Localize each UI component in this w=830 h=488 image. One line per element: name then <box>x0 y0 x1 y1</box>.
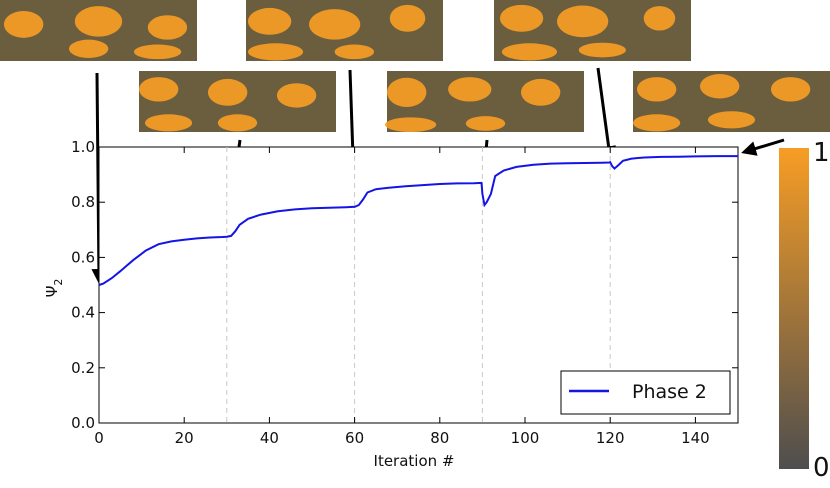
snapshot-phase-region <box>309 9 361 40</box>
snapshot-phase-region <box>207 78 248 106</box>
y-axis-title: Ψ2 <box>43 279 65 298</box>
snapshot-image <box>494 0 691 61</box>
x-axis-title: Iteration # <box>374 452 455 470</box>
x-tick-label: 20 <box>175 429 194 447</box>
snapshot-phase-region <box>247 43 304 61</box>
snapshot-image <box>246 0 443 61</box>
legend-label-phase-2: Phase 2 <box>632 381 707 403</box>
snapshot-image <box>139 71 336 132</box>
y-tick-label: 0.0 <box>71 414 95 432</box>
x-tick-label: 0 <box>94 429 104 447</box>
x-tick-label: 60 <box>345 429 364 447</box>
y-tick-label: 0.4 <box>71 304 95 322</box>
snapshot-phase-region <box>636 77 677 102</box>
x-axis-ticks: 0 20 40 60 80 100 120 140 <box>94 147 710 447</box>
x-tick-label: 40 <box>260 429 279 447</box>
microstructure-snapshots <box>0 0 830 132</box>
snapshot-image <box>385 71 584 132</box>
y-axis-title-subscript: 2 <box>52 279 65 286</box>
snapshot-phase-region <box>557 5 609 38</box>
snapshot-phase-region <box>276 83 317 108</box>
snapshot-phase-region <box>74 6 123 37</box>
series-line-phase-2 <box>98 155 738 286</box>
y-axis-title-symbol: Ψ <box>43 286 61 298</box>
snapshot-phase-region <box>465 116 506 131</box>
snapshot-phase-region <box>385 117 437 132</box>
snapshot-phase-region <box>133 44 182 60</box>
snapshot-phase-region <box>633 114 681 132</box>
snapshot-phase-region <box>501 43 558 61</box>
y-tick-label: 1.0 <box>71 138 95 156</box>
snapshot-arrow <box>596 67 617 162</box>
snapshot-phase-region <box>144 114 193 132</box>
snapshot-image <box>0 0 197 61</box>
svg-text:Ψ2: Ψ2 <box>43 279 65 298</box>
legend: Phase 2 <box>560 370 731 415</box>
colorbar-max-label: 1 <box>813 138 830 168</box>
y-tick-label: 0.2 <box>71 359 95 377</box>
snapshot-phase-region <box>448 77 492 102</box>
snapshot-phase-region <box>770 77 811 102</box>
snapshot-image <box>633 71 830 132</box>
colorbar-min-label: 0 <box>813 453 830 483</box>
snapshot-phase-region <box>389 4 426 32</box>
snapshot-phase-region <box>147 15 188 40</box>
snapshot-phase-region <box>68 39 109 58</box>
colorbar: 1 0 <box>779 138 830 483</box>
snapshot-phase-region <box>520 78 561 106</box>
y-tick-label: 0.8 <box>71 193 95 211</box>
x-tick-label: 80 <box>430 429 449 447</box>
colorbar-gradient <box>779 148 809 469</box>
x-tick-label: 100 <box>511 429 540 447</box>
y-axis-ticks: 0.0 0.2 0.4 0.6 0.8 1.0 <box>71 138 738 432</box>
snapshot-phase-region <box>499 4 544 32</box>
x-tick-label: 140 <box>681 429 710 447</box>
legend-box <box>560 370 731 415</box>
snapshot-phase-region <box>139 77 179 102</box>
snapshot-phase-region <box>3 10 44 38</box>
snapshot-phase-region <box>247 7 292 35</box>
snapshot-phase-region <box>699 74 740 99</box>
snapshot-phase-region <box>707 111 756 129</box>
x-tick-label: 120 <box>596 429 625 447</box>
snapshot-phase-region <box>387 77 427 107</box>
snapshot-phase-region <box>217 114 258 132</box>
snapshot-phase-region <box>643 6 676 31</box>
snapshot-phase-region <box>334 44 375 60</box>
y-tick-label: 0.6 <box>71 248 95 266</box>
snapshot-arrow <box>741 138 785 156</box>
snapshot-phase-region <box>578 42 626 58</box>
